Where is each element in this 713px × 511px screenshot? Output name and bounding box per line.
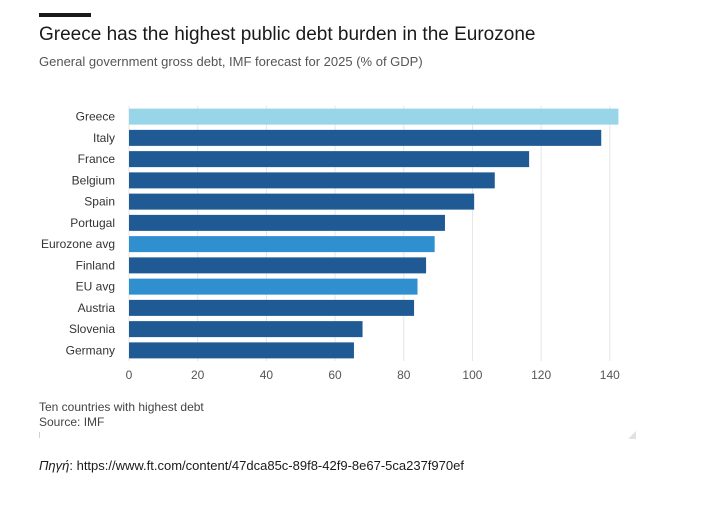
- category-label: EU avg: [76, 280, 115, 294]
- bar: [129, 342, 354, 359]
- category-label: Belgium: [72, 173, 115, 187]
- category-label: France: [78, 152, 116, 166]
- category-label: Austria: [78, 301, 116, 315]
- x-tick-label: 0: [126, 368, 133, 382]
- chart-subtitle: General government gross debt, IMF forec…: [39, 54, 423, 69]
- x-tick-label: 80: [397, 368, 411, 382]
- chart-card: Greece has the highest public debt burde…: [39, 13, 636, 439]
- x-tick-label: 100: [462, 368, 482, 382]
- bar: [129, 151, 530, 168]
- category-label: Italy: [93, 131, 115, 145]
- bar: [129, 129, 602, 146]
- category-label: Greece: [76, 110, 116, 124]
- x-tick-label: 140: [600, 368, 620, 382]
- footer-mark: [39, 432, 40, 438]
- x-tick-label: 120: [531, 368, 551, 382]
- category-labels: Greece Italy France Belgium Spain Portugal Eur…: [41, 110, 115, 358]
- bar: [129, 299, 415, 316]
- bar-chart: Greece Italy France Belgium Spain Portugal Eur…: [41, 106, 621, 382]
- bar: [129, 257, 427, 274]
- chart-title: Greece has the highest public debt burde…: [39, 24, 536, 45]
- resize-handle-icon[interactable]: [628, 431, 636, 439]
- x-tick-label: 60: [328, 368, 342, 382]
- category-label: Finland: [76, 258, 115, 272]
- bar: [129, 236, 435, 253]
- x-tick-label: 40: [260, 368, 274, 382]
- source-link-line: Πηγή: https://www.ft.com/content/47dca85…: [39, 458, 464, 473]
- category-label: Germany: [66, 343, 115, 357]
- source-link-url[interactable]: : https://www.ft.com/content/47dca85c-89…: [69, 458, 464, 473]
- category-label: Slovenia: [69, 322, 115, 336]
- category-label: Spain: [84, 195, 115, 209]
- bar: [129, 108, 619, 125]
- grid-lines: [128, 106, 611, 361]
- bar: [129, 172, 495, 189]
- category-label: Portugal: [70, 216, 115, 230]
- bar: [129, 214, 445, 231]
- source-link-label: Πηγή: [39, 458, 70, 473]
- category-label: Eurozone avg: [41, 237, 115, 251]
- x-tick-labels: 0 20 40 60 80 100 120 140: [126, 368, 621, 382]
- chart-note: Ten countries with highest debt: [39, 400, 204, 414]
- bar: [129, 193, 475, 210]
- bar: [129, 321, 363, 338]
- x-tick-label: 20: [191, 368, 205, 382]
- bars: [129, 108, 619, 359]
- chart-source: Source: IMF: [39, 415, 105, 429]
- bar: [129, 278, 418, 295]
- ft-top-rule: [39, 13, 91, 17]
